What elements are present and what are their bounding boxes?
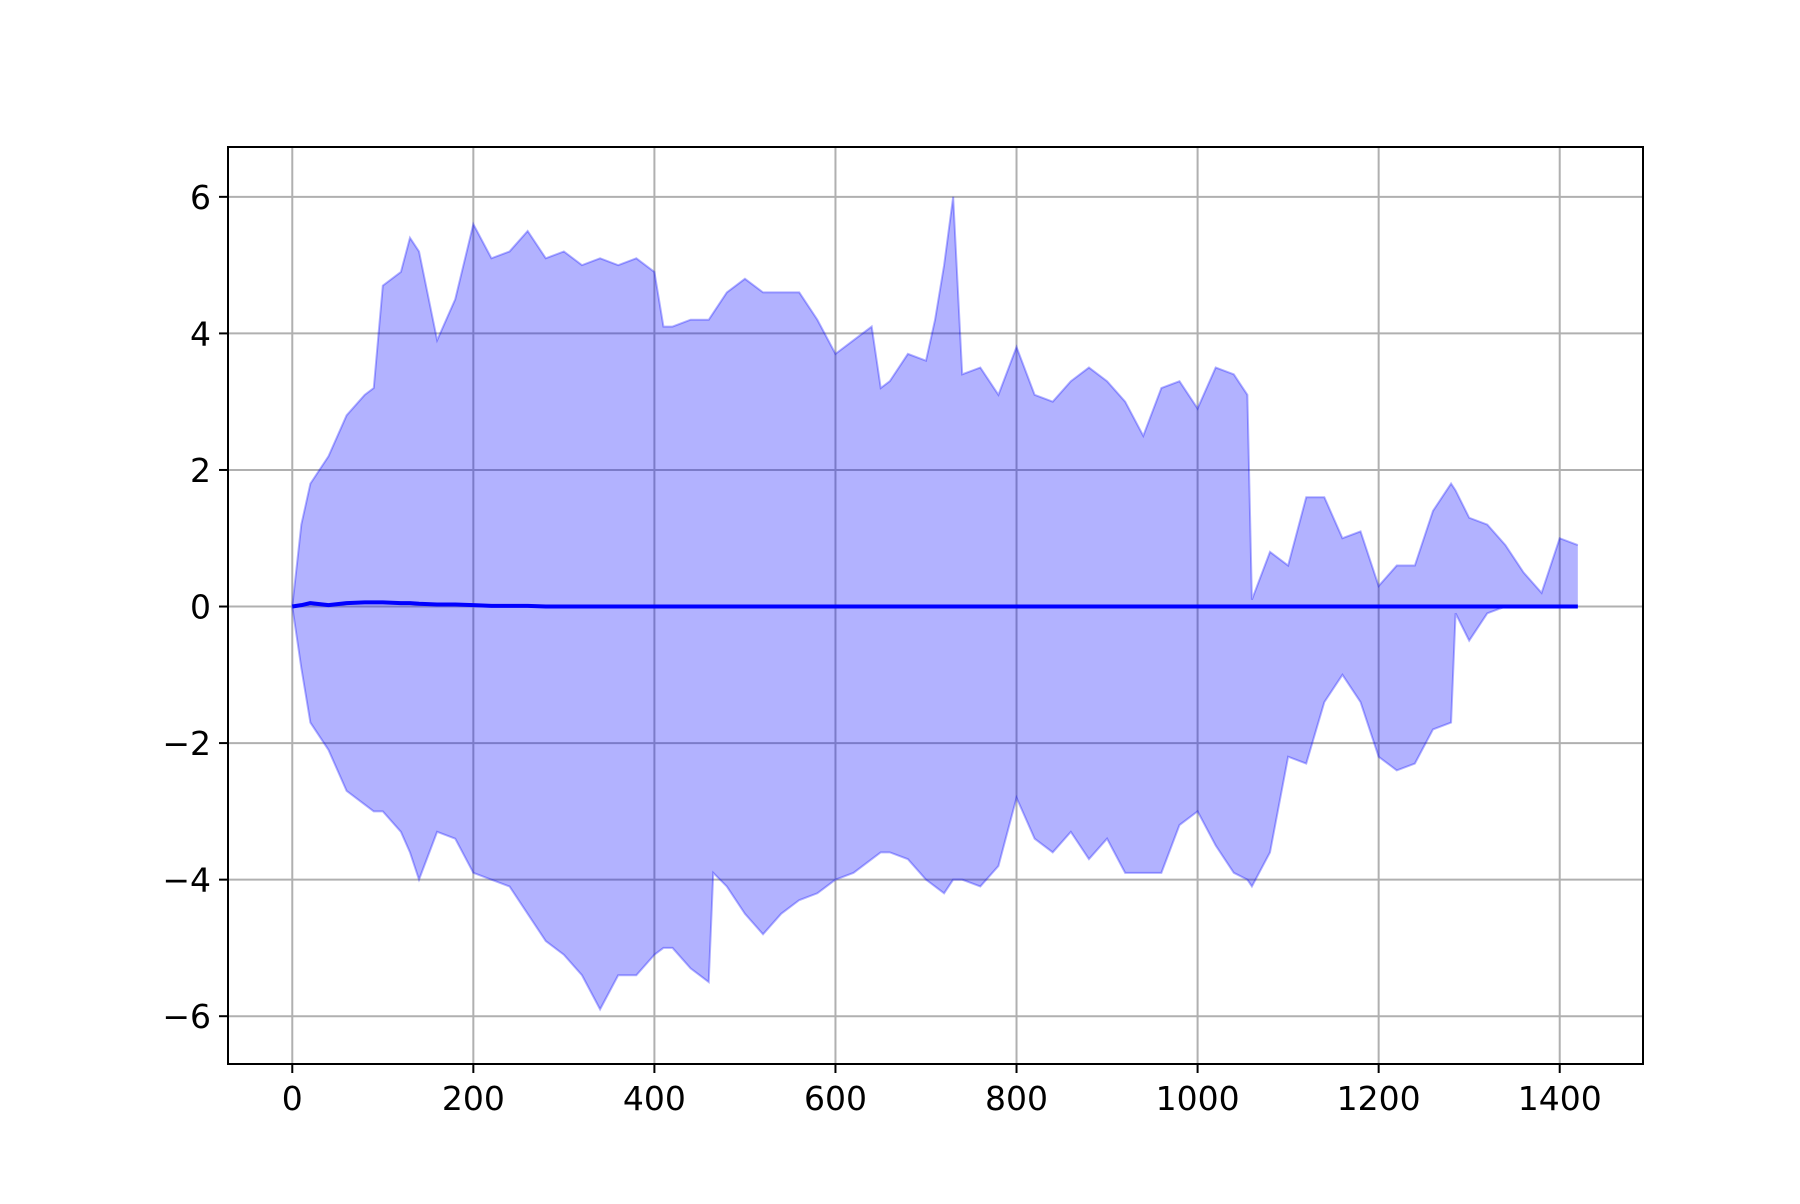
plot-area [291, 196, 1579, 1012]
x-tick-label: 600 [804, 1079, 867, 1118]
axes-frame [227, 146, 1644, 1065]
y-tick-label: −6 [162, 997, 211, 1036]
x-tick-label: 400 [623, 1079, 686, 1118]
y-tick-label: −4 [162, 861, 211, 900]
grid [228, 147, 1643, 1064]
y-tick-label: 4 [190, 314, 211, 353]
x-tick-label: 0 [282, 1079, 303, 1118]
y-tick-label: 2 [190, 451, 211, 490]
x-tick-label: 200 [442, 1079, 505, 1118]
y-tick-label: 0 [190, 588, 211, 627]
line-series [291, 600, 1578, 609]
x-tick-label: 1400 [1518, 1079, 1602, 1118]
confidence-band [292, 196, 1578, 1010]
x-tick-label: 800 [985, 1079, 1048, 1118]
y-tick-label: −2 [162, 724, 211, 763]
y-tick-label: 6 [190, 178, 211, 217]
band-upper-edge [291, 196, 1579, 607]
band-lower-edge [291, 605, 1578, 1012]
x-tick-label: 1000 [1156, 1079, 1240, 1118]
ticks: 0 200 400 600 800 1000 1200 1400 −6 −4 −2 0 2 4 6 [162, 178, 1601, 1118]
x-tick-label: 1200 [1337, 1079, 1421, 1118]
